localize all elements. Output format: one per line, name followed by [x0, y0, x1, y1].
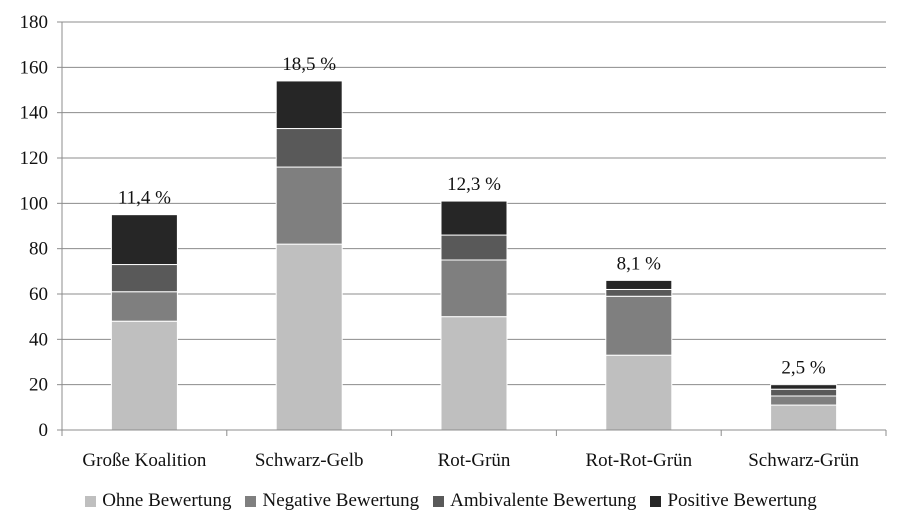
x-tick-label: Schwarz-Gelb: [255, 450, 364, 471]
y-tick-label: 160: [20, 57, 49, 78]
bar-segment: [110, 291, 178, 322]
y-tick-label: 140: [20, 103, 49, 124]
legend-label: Positive Bewertung: [667, 490, 817, 511]
bar-segment: [110, 264, 178, 293]
legend-item: Negative Bewertung: [245, 490, 419, 512]
bar-segment: [440, 200, 508, 236]
y-tick-label: 0: [39, 420, 49, 441]
bar-segment: [440, 316, 508, 431]
legend-label: Ambivalente Bewertung: [450, 490, 637, 511]
y-tick-label: 20: [29, 375, 48, 396]
bar-segment: [440, 259, 508, 318]
y-tick-label: 180: [20, 12, 49, 33]
bar-segment: [605, 288, 673, 297]
bar-segment: [275, 166, 343, 245]
x-axis-ticks: Große Koalition Schwarz-Gelb Rot-Grün Rot-R…: [61, 430, 887, 471]
bar-segment: [770, 384, 838, 390]
legend: Ohne Bewertung Negative Bewertung Ambiva…: [0, 488, 902, 514]
bar-segment: [770, 388, 838, 397]
y-axis-ticks: 0 20 40 60 80 100 120 140 160 180: [20, 12, 62, 441]
bar-segment: [275, 128, 343, 168]
legend-swatch: [245, 495, 257, 507]
bar-segment: [275, 243, 343, 431]
legend-item: Ambivalente Bewertung: [433, 490, 636, 512]
bar-segment: [440, 234, 508, 261]
x-tick-label: Schwarz-Grün: [748, 450, 859, 471]
bar-segment: [605, 354, 673, 431]
legend-swatch: [433, 495, 445, 507]
bar-segment: [770, 404, 838, 431]
total-label: 12,3 %: [447, 174, 501, 195]
legend-swatch: [85, 495, 97, 507]
x-tick-label: Rot-Grün: [438, 450, 511, 471]
legend-item: Ohne Bewertung: [85, 490, 231, 512]
legend-swatch: [650, 495, 662, 507]
y-tick-label: 40: [29, 329, 48, 350]
total-label: 8,1 %: [617, 253, 662, 274]
legend-label: Negative Bewertung: [262, 490, 420, 511]
total-labels: 11,4 % 18,5 % 12,3 % 8,1 % 2,5 %: [118, 54, 826, 379]
y-tick-label: 120: [20, 148, 49, 169]
y-tick-label: 100: [20, 193, 49, 214]
bar-segment: [770, 395, 838, 406]
bars: [110, 80, 838, 431]
y-tick-label: 60: [29, 284, 48, 305]
total-label: 11,4 %: [118, 188, 171, 209]
bar-segment: [605, 295, 673, 356]
x-tick-label: Große Koalition: [82, 450, 207, 471]
legend-label: Ohne Bewertung: [102, 490, 232, 511]
bar-segment: [605, 279, 673, 290]
bar-segment: [110, 320, 178, 431]
total-label: 18,5 %: [282, 54, 336, 75]
y-tick-label: 80: [29, 239, 48, 260]
bar-segment: [275, 80, 343, 130]
legend-item: Positive Bewertung: [650, 490, 817, 512]
x-tick-label: Rot-Rot-Grün: [585, 450, 692, 471]
bar-segment: [110, 214, 178, 266]
total-label: 2,5 %: [781, 358, 826, 379]
